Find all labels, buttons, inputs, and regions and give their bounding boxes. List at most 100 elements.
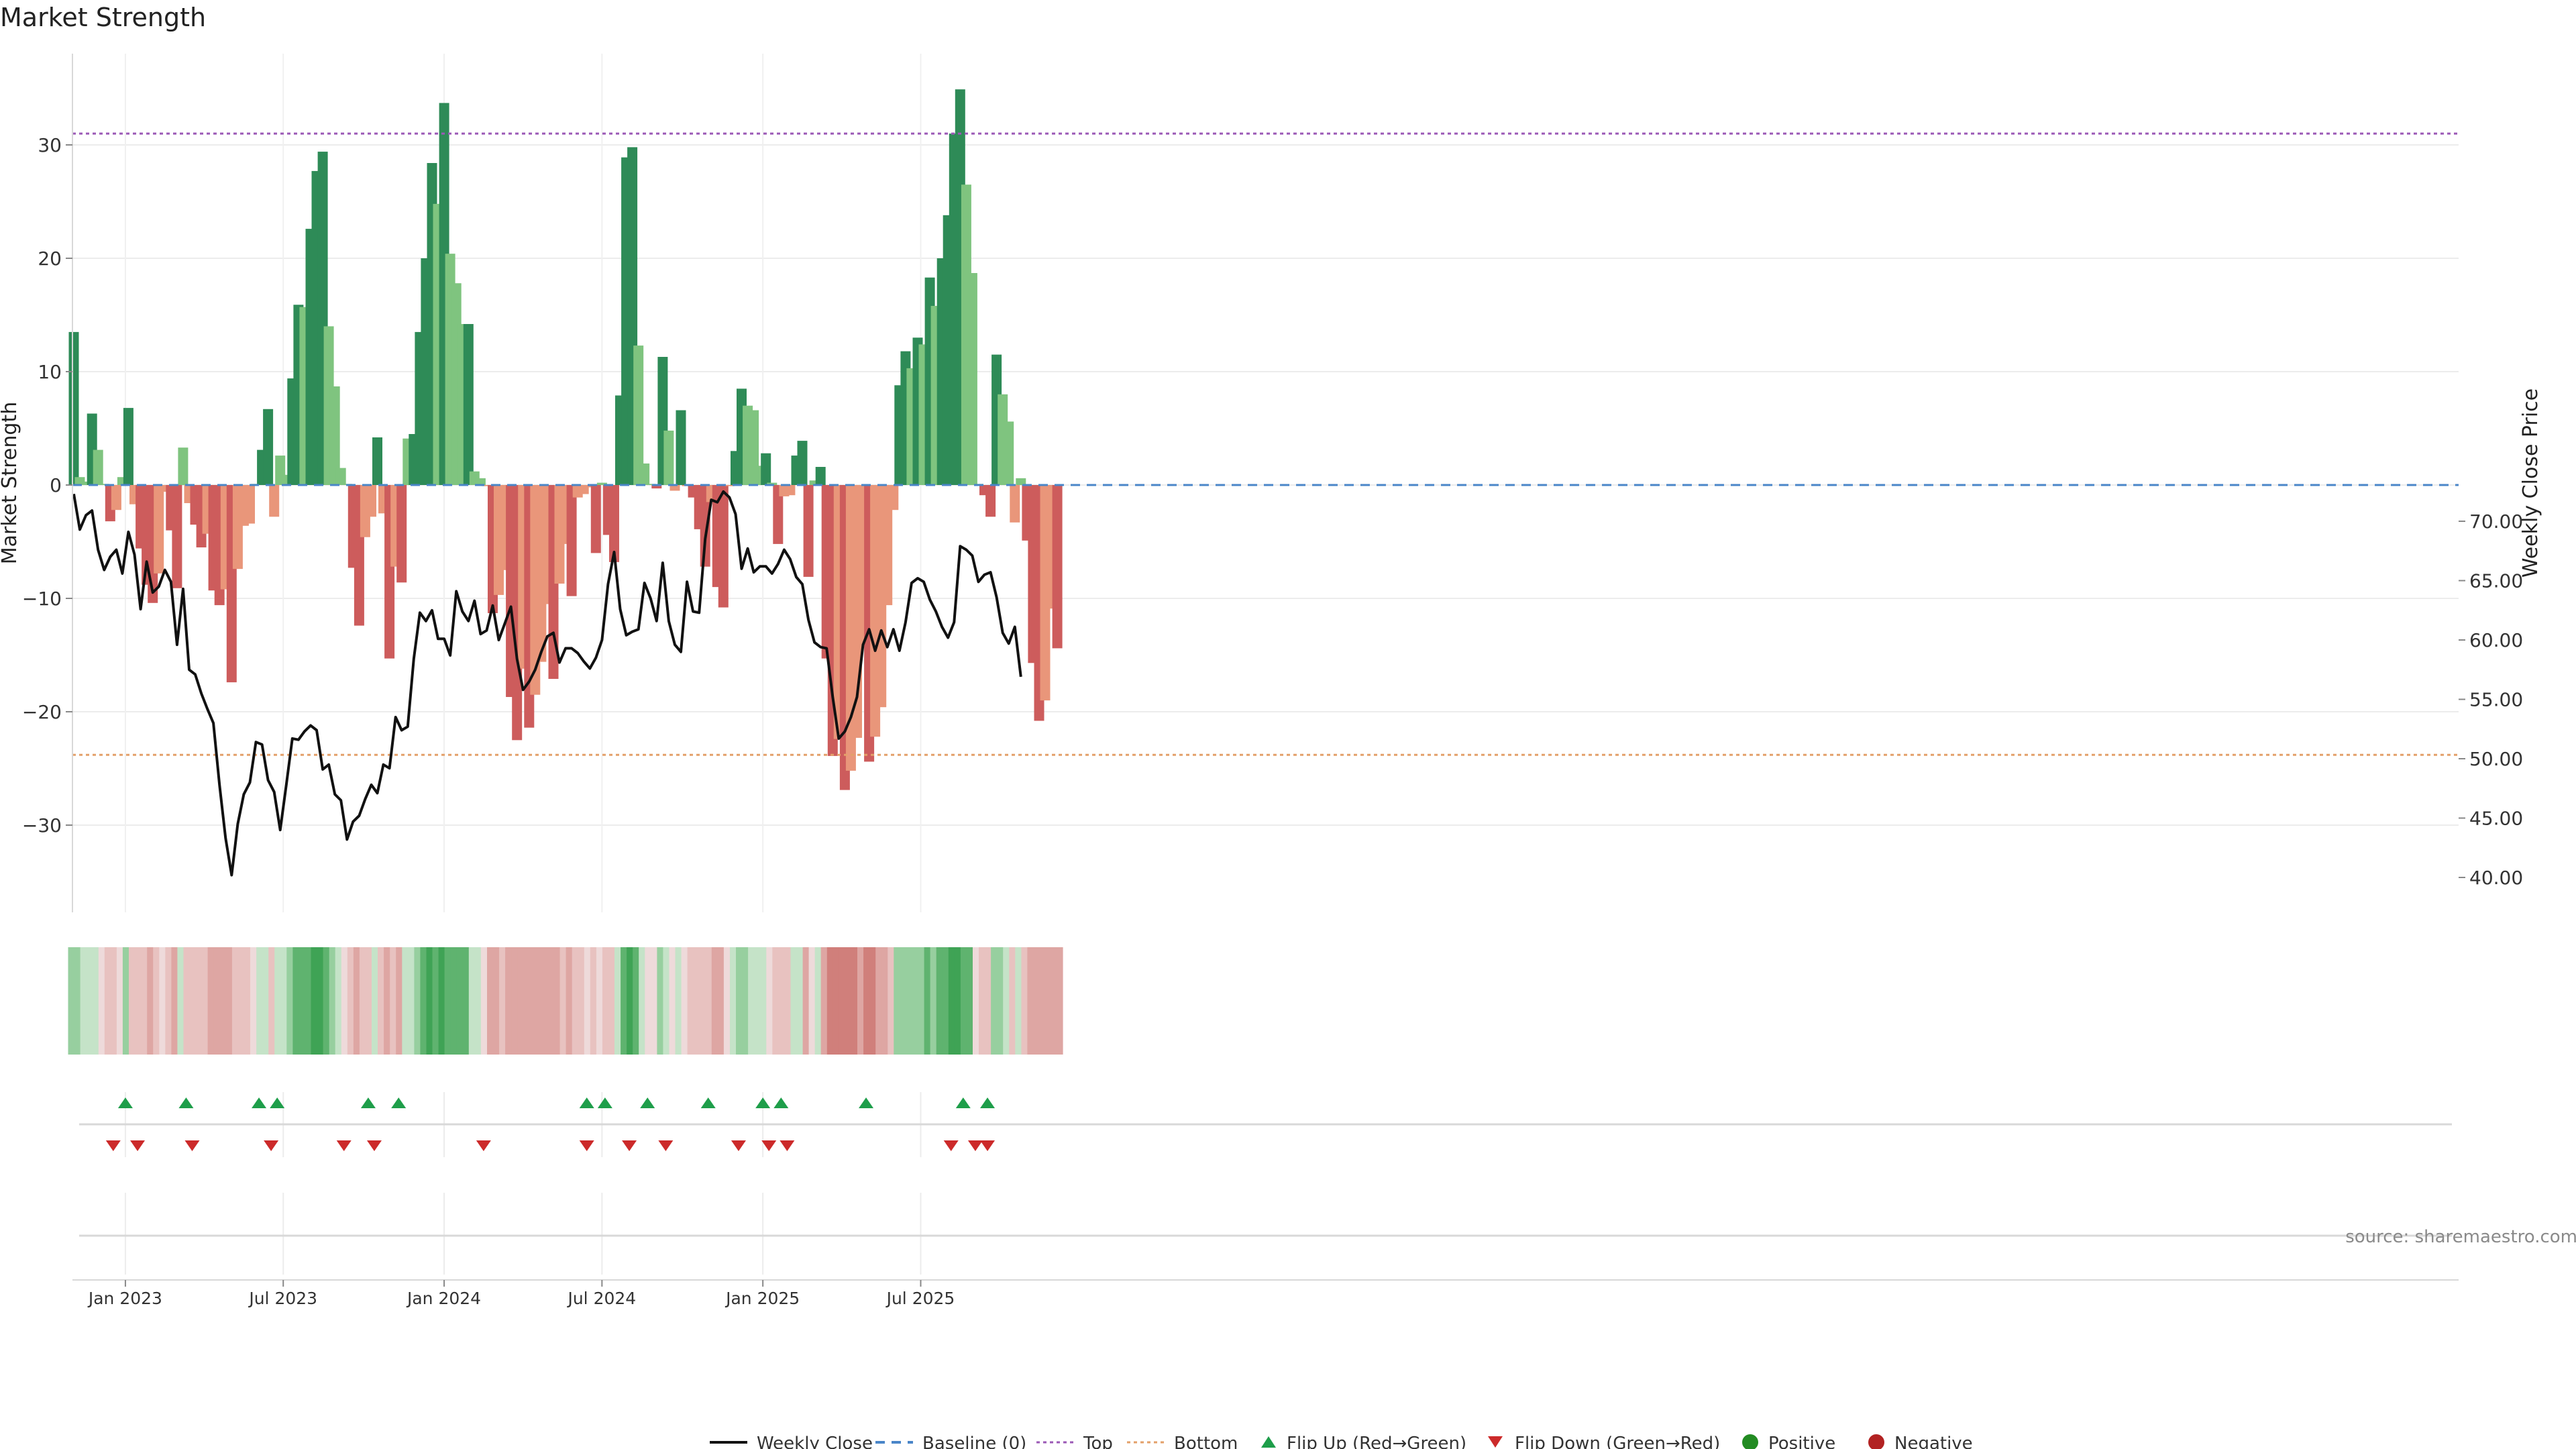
y2-tick-label: 50.00 [2469,748,2523,770]
strength-bar [724,485,735,486]
strength-bar [651,485,662,489]
y-tick-label: −20 [22,701,62,723]
flip-down-marker [980,1140,996,1151]
legend-label: Weekly Close [757,1434,873,1449]
x-tick-label: Jul 2023 [248,1289,317,1308]
x-tick-label: Jul 2024 [566,1289,636,1308]
strength-bar [68,331,79,485]
strength-bar [154,485,164,574]
strength-bar [329,386,340,485]
flip-up-marker [178,1097,194,1108]
flip-down-marker [943,1140,959,1151]
strength-bar [123,408,133,485]
flip-down-marker [579,1140,594,1151]
flip-up-marker [755,1097,771,1108]
heat-cell [1051,947,1063,1055]
dots-panel: source: sharemaestro.com [79,1227,2576,1247]
legend-label: Positive [1768,1434,1835,1449]
strength-bar [99,484,109,485]
legend-swatch-positive [1742,1434,1758,1449]
legend-label: Flip Down (Green→Red) [1515,1434,1720,1449]
strength-bar [676,410,686,485]
strength-bar [888,485,899,511]
flip-up-marker [700,1097,716,1108]
flip-down-marker [184,1140,200,1151]
x-tick-label: Jul 2025 [885,1289,955,1308]
strength-bar [609,485,619,562]
strength-bar [335,468,346,485]
flip-down-marker [476,1140,491,1151]
y-tick-label: −30 [22,814,62,837]
legend-label: Negative [1894,1434,1973,1449]
legend-swatch-negative [1868,1434,1884,1449]
y2-axis-label: Weekly Close Price [2519,388,2542,578]
x-axis: Jan 2023 Jul 2023 Jan 2024 Jul 2024 Jan 2025… [72,1279,2459,1308]
strength-bar [797,441,808,485]
strength-bar [584,485,595,488]
strength-bar [985,485,996,517]
strength-bar [590,485,601,553]
flip-down-marker [967,1140,983,1151]
strength-bar [718,485,729,608]
legend-swatch-flip-up [1261,1436,1276,1448]
x-tick-label: Jan 2023 [87,1289,162,1308]
flip-down-marker [336,1140,352,1151]
strength-bar [245,485,255,524]
flip-up-marker [859,1097,874,1108]
strength-bar [1016,478,1026,485]
strength-bar [700,485,710,567]
legend-swatch-flip-down [1488,1436,1503,1448]
strength-bar [263,409,274,485]
weekly-close-line [72,490,1022,877]
strength-bar [481,485,492,486]
x-tick-label: Jan 2024 [406,1289,481,1308]
strength-bar [475,478,486,485]
flip-up-marker [117,1097,133,1108]
source-note: source: sharemaestro.com [2345,1227,2576,1247]
strength-bar [1004,421,1014,485]
flip-up-marker [980,1097,996,1108]
strength-bar [111,485,121,511]
flip-down-marker [130,1140,146,1151]
y2-tick-label: 40.00 [2469,867,2523,889]
reference-lines [72,132,2459,756]
flip-up-marker [270,1097,285,1108]
flip-up-marker [597,1097,612,1108]
strength-bar [1010,485,1020,523]
strength-bar [93,449,103,485]
legend-label: Bottom [1174,1434,1238,1449]
strength-bar [1052,485,1063,649]
flip-down-marker [761,1140,777,1151]
strength-bar [663,430,674,485]
strength-bar [396,485,407,583]
y2-tick-label: 45.00 [2469,808,2523,830]
strength-bar [761,453,771,485]
strength-bars [68,89,1063,790]
flip-up-marker [391,1097,407,1108]
strength-bar [80,481,91,485]
y2-tick-label: 70.00 [2469,511,2523,533]
weekly-close-series [72,490,1022,877]
strength-bar [117,477,127,485]
y2-tick-label: 55.00 [2469,689,2523,711]
axes: 30 20 10 0 −10 −20 −30 70.00 65.00 60.00 55.00 50.0… [0,54,2542,912]
flip-down-marker [780,1140,795,1151]
flip-up-marker [252,1097,267,1108]
flip-up-marker [360,1097,376,1108]
legend-label: Baseline (0) [922,1434,1026,1449]
strength-bar [669,485,680,491]
strength-bar [269,485,280,517]
flip-markers-panel [79,1097,2452,1151]
flip-down-marker [731,1140,746,1151]
strength-bar [74,477,85,485]
heat-strip [68,947,1063,1055]
strength-bar [463,324,474,485]
strength-bar [372,437,382,485]
strength-bar [785,485,796,496]
strength-bar [366,485,376,517]
strength-bar [967,273,977,485]
strength-bar [803,485,814,577]
strength-bar [172,485,182,588]
legend-label: Top [1083,1434,1113,1449]
